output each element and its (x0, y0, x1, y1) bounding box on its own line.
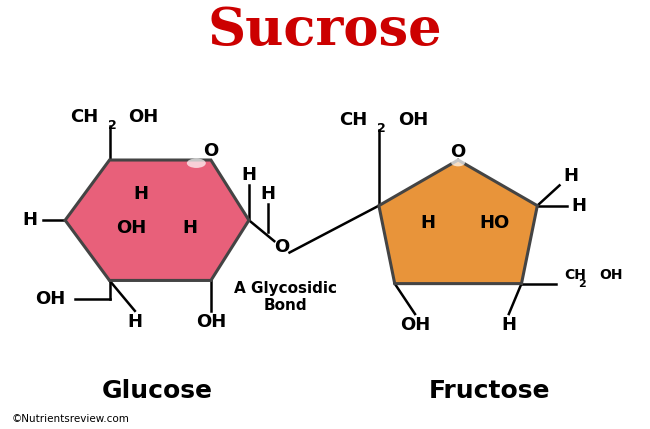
Text: H: H (420, 214, 436, 233)
Text: H: H (261, 185, 276, 203)
Text: CH: CH (70, 108, 98, 126)
Ellipse shape (451, 159, 465, 166)
Text: ©Nutrientsreview.com: ©Nutrientsreview.com (11, 414, 129, 423)
Text: H: H (183, 219, 198, 237)
Text: 2: 2 (377, 122, 386, 135)
Text: O: O (450, 143, 466, 161)
Text: OH: OH (196, 313, 226, 331)
Text: O: O (203, 142, 218, 160)
Text: Sucrose: Sucrose (208, 5, 442, 56)
Text: Fructose: Fructose (429, 379, 551, 403)
Text: Glucose: Glucose (101, 379, 213, 403)
Text: OH: OH (129, 108, 159, 126)
Text: H: H (23, 211, 38, 229)
Text: H: H (571, 196, 586, 214)
Text: HO: HO (480, 214, 510, 233)
Text: CH: CH (564, 269, 586, 282)
Text: OH: OH (116, 219, 147, 237)
Text: H: H (134, 184, 149, 202)
Text: 2: 2 (108, 119, 116, 132)
Text: 2: 2 (578, 278, 586, 289)
Text: H: H (501, 316, 516, 334)
Text: H: H (127, 313, 142, 331)
Text: OH: OH (599, 269, 622, 282)
Text: OH: OH (400, 316, 430, 334)
Text: OH: OH (398, 111, 428, 129)
Text: A Glycosidic
Bond: A Glycosidic Bond (233, 281, 337, 313)
Text: H: H (241, 166, 257, 184)
Text: O: O (274, 239, 289, 257)
Polygon shape (65, 160, 249, 281)
Text: H: H (564, 167, 578, 185)
Text: OH: OH (36, 290, 66, 308)
Polygon shape (379, 160, 538, 284)
Ellipse shape (187, 158, 206, 168)
Text: CH: CH (339, 111, 367, 129)
